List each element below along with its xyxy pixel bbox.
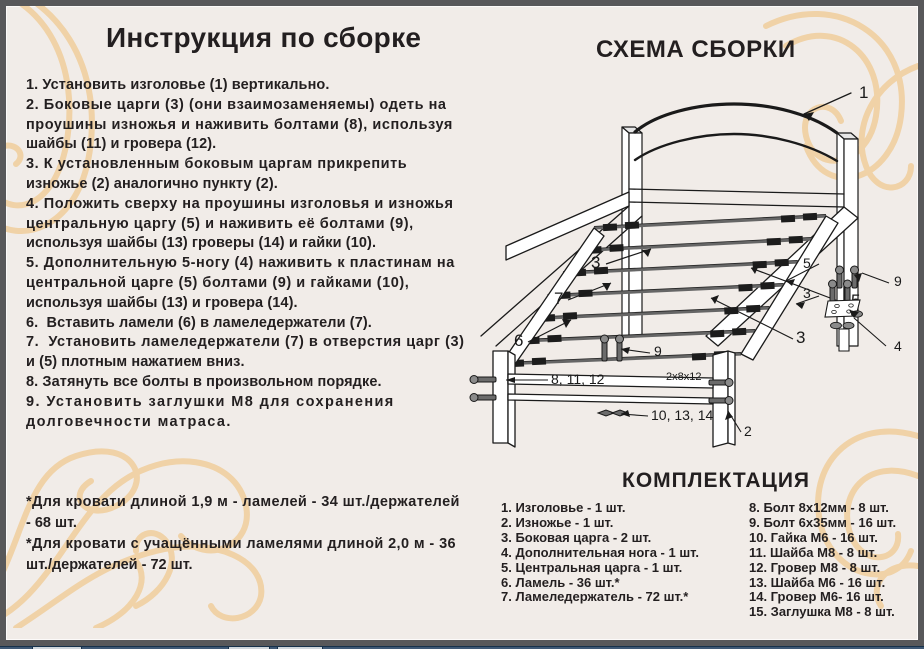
svg-text:8, 11, 12: 8, 11, 12 <box>551 371 605 387</box>
svg-text:9: 9 <box>654 343 662 359</box>
svg-text:2x8x12: 2x8x12 <box>666 371 701 383</box>
svg-text:3: 3 <box>591 253 600 272</box>
svg-text:3: 3 <box>796 328 805 347</box>
svg-text:2: 2 <box>744 423 752 439</box>
svg-text:1: 1 <box>859 83 868 102</box>
svg-text:4: 4 <box>894 338 902 354</box>
svg-text:7: 7 <box>554 289 563 308</box>
svg-text:6: 6 <box>514 331 523 350</box>
svg-text:3: 3 <box>803 285 811 301</box>
svg-text:9: 9 <box>894 273 902 289</box>
svg-text:10, 13, 14: 10, 13, 14 <box>651 407 713 423</box>
